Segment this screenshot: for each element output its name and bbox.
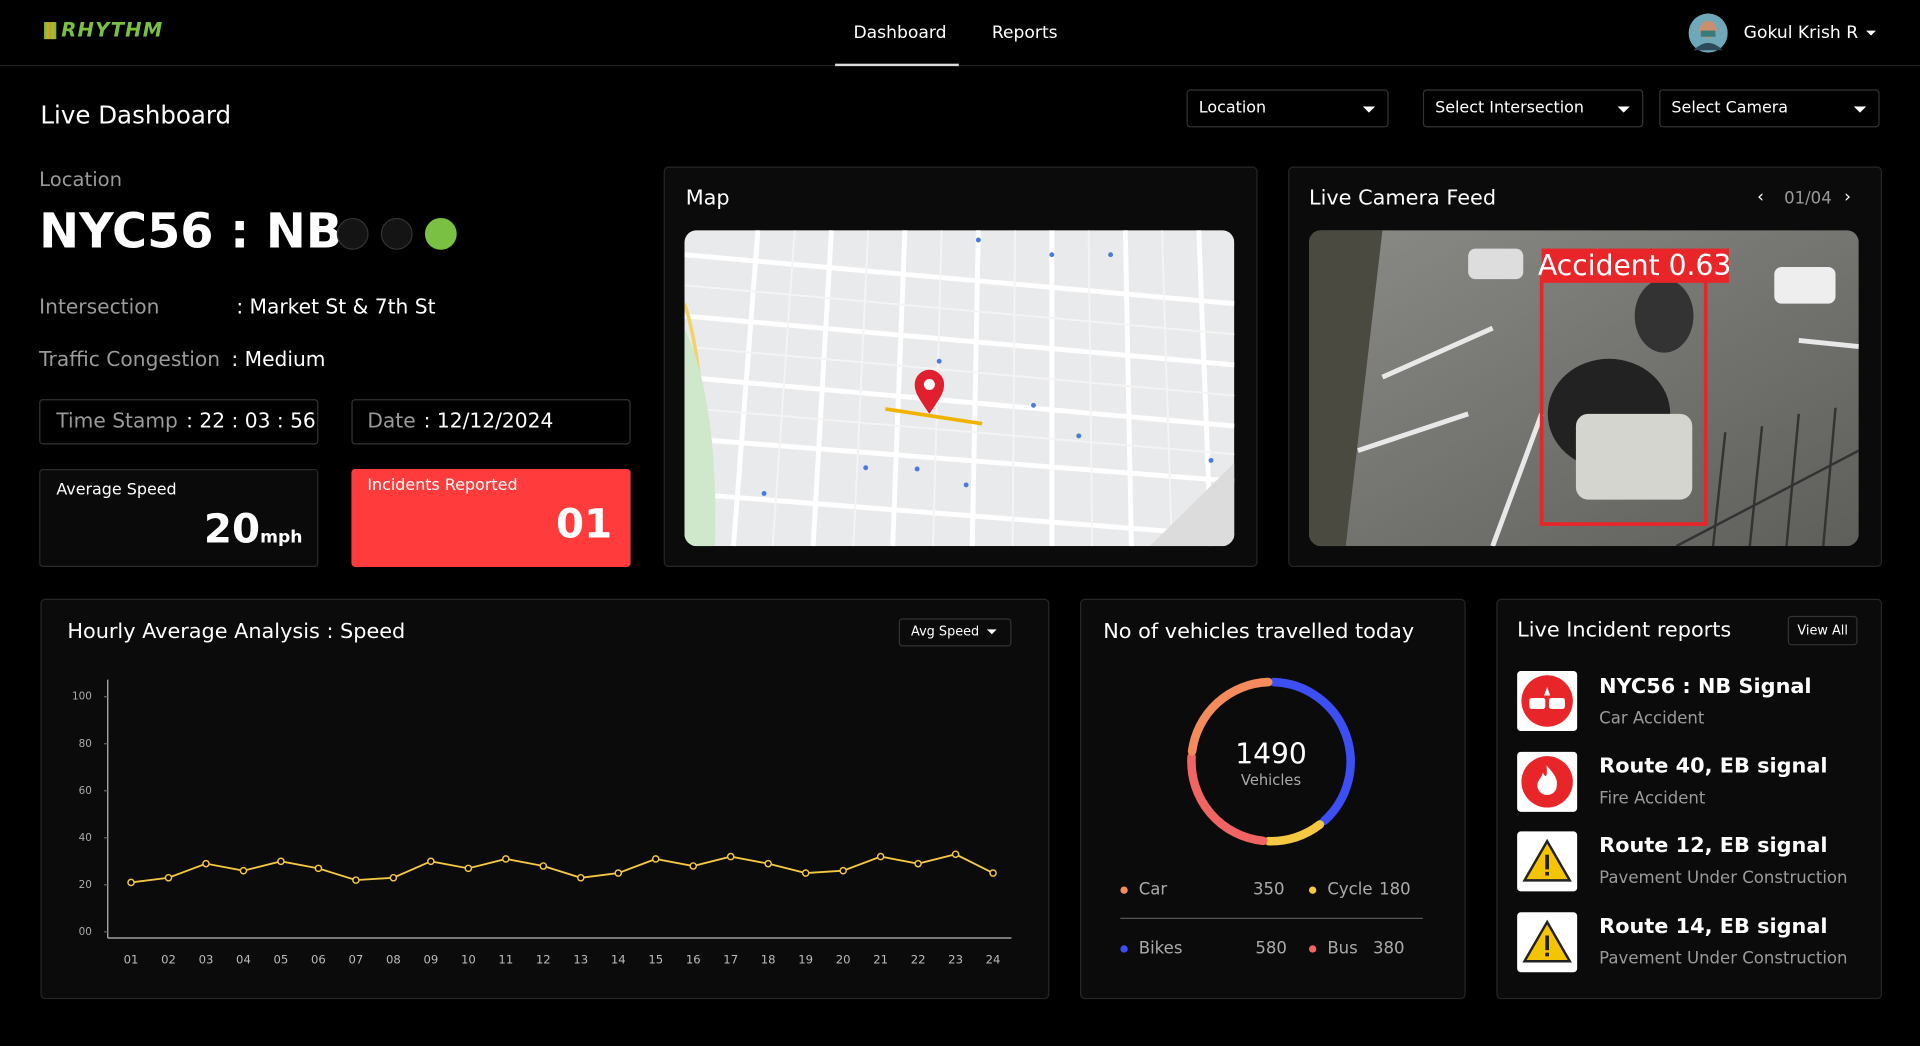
page-title: Live Dashboard (40, 100, 232, 130)
speed-chart-panel (40, 598, 1050, 1000)
top-bar (0, 0, 1920, 67)
reports-title: Live Incident reports (1517, 618, 1732, 643)
incidents-value: 01 (555, 499, 613, 548)
vehicles-panel (1080, 598, 1466, 1000)
report-title[interactable]: Route 14, EB signal (1599, 914, 1828, 940)
avatar[interactable] (1688, 13, 1728, 53)
congestion-label: Traffic Congestion (39, 347, 221, 372)
report-title[interactable]: Route 12, EB signal (1599, 833, 1828, 859)
car-accident-icon (1517, 671, 1578, 732)
user-name[interactable]: Gokul Krish R (1743, 23, 1859, 43)
signal-lights (336, 217, 457, 250)
warning-icon (1517, 831, 1578, 892)
report-title[interactable]: Route 40, EB signal (1599, 754, 1828, 779)
incidents-label: Incidents Reported (367, 476, 518, 495)
timestamp: : 22 : 03 : 56 (186, 408, 316, 433)
metric-selector-text[interactable]: Avg Speed (911, 624, 980, 640)
map-title: Map (685, 186, 730, 211)
detection-label: Accident 0.63 (1538, 249, 1731, 282)
report-title[interactable]: NYC56 : NB Signal (1599, 674, 1812, 700)
warning-icon (1517, 912, 1578, 973)
active-underline (835, 63, 959, 67)
camera-feed[interactable]: Accident 0.63 (1308, 230, 1859, 547)
location-label: Location (39, 167, 123, 192)
view-all-button[interactable]: View All (1787, 615, 1858, 646)
date-box (351, 399, 631, 445)
logo[interactable]: RHYTHM (61, 18, 164, 42)
report-subtitle: Pavement Under Construction (1599, 868, 1848, 888)
report-subtitle: Fire Accident (1599, 788, 1706, 809)
user-caret[interactable] (1866, 30, 1876, 41)
timestamp-box (39, 399, 319, 445)
speed-value-group: 20mph (204, 504, 303, 552)
speed-label: Average Speed (56, 481, 177, 500)
speed-value: 20 (203, 504, 261, 553)
incidents-card (351, 468, 631, 567)
date-label: Date (367, 408, 416, 433)
prev-camera[interactable]: ‹ (1757, 187, 1765, 207)
intersection: : Market St & 7th St (236, 295, 436, 319)
selector-caret[interactable] (986, 629, 997, 639)
report-subtitle: Pavement Under Construction (1599, 948, 1848, 969)
metric-selector[interactable] (898, 618, 1012, 647)
timestamp-label: Time Stamp (56, 408, 178, 433)
date: : 12/12/2024 (423, 408, 554, 433)
speed-card (39, 468, 319, 567)
report-subtitle: Car Accident (1599, 708, 1705, 729)
speed-unit: mph (260, 527, 303, 548)
nav-tab[interactable]: Reports (991, 23, 1058, 43)
intersection-label: Intersection (39, 295, 160, 319)
camera-counter: 01/04 (1784, 188, 1832, 209)
filter[interactable]: Select Camera (1659, 89, 1880, 128)
next-camera[interactable]: › (1844, 187, 1851, 207)
filter[interactable]: Select Intersection (1422, 89, 1644, 128)
fire-icon (1517, 751, 1578, 812)
camera-title: Live Camera Feed (1308, 186, 1497, 211)
congestion: : Medium (231, 347, 326, 372)
filter[interactable]: Location (1186, 89, 1389, 128)
map[interactable] (684, 230, 1235, 547)
location-name: NYC56 : NB (39, 204, 343, 260)
nav-tab[interactable]: Dashboard (853, 23, 947, 43)
logo-mark (44, 22, 57, 40)
